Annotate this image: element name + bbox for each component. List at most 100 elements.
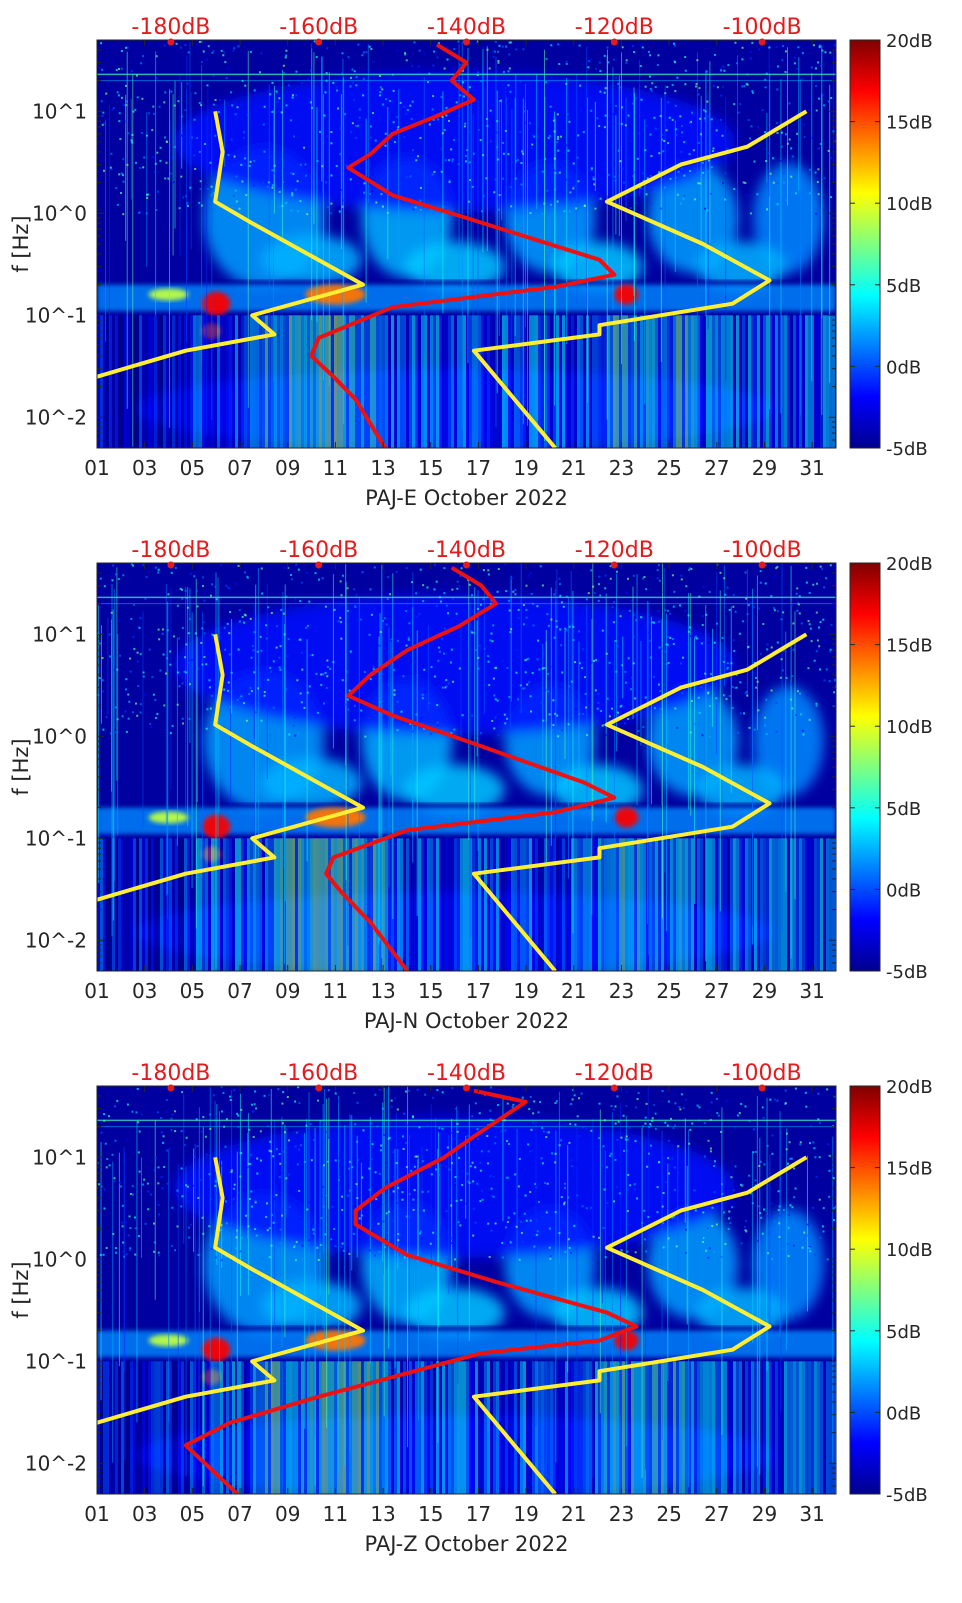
x-tick-label: 25: [656, 979, 681, 1003]
x-tick-label: 21: [561, 1502, 586, 1526]
colorbar-tick-label: 5dB: [886, 1322, 921, 1343]
top-axis-label: -140dB: [427, 15, 506, 40]
x-tick-label: 03: [132, 1502, 157, 1526]
high-noise-model-curve: [471, 632, 808, 971]
y-axis-label: f [Hz]: [9, 1261, 33, 1318]
x-axis-label: PAJ-Z October 2022: [365, 1532, 569, 1556]
top-axis-label: -100dB: [723, 538, 802, 563]
x-tick-label: 05: [180, 979, 205, 1003]
colorbar-tick-label: 10dB: [886, 194, 933, 215]
x-tick-label: 15: [418, 979, 443, 1003]
colorbar-tick-label: 20dB: [886, 31, 933, 52]
x-tick-label: 23: [609, 456, 634, 480]
station-psd-curve: [309, 42, 617, 448]
curve-layer: [97, 42, 808, 448]
curve-layer: [97, 565, 808, 971]
x-tick-label: 27: [704, 1502, 729, 1526]
colorbar: 20dB 15dB 10dB 5dB 0dB -5dB: [849, 1077, 933, 1506]
top-axis-label: -120dB: [575, 538, 654, 563]
colorbar-tick-label: 15dB: [886, 113, 933, 134]
y-axis: 10^1 10^0 10^-1 10^-2 f [Hz]: [9, 562, 836, 972]
x-tick-label: 13: [370, 1502, 395, 1526]
colorbar-tick-label: 0dB: [886, 1403, 921, 1424]
colorbar-tick-label: 0dB: [886, 880, 921, 901]
x-tick-label: 03: [132, 456, 157, 480]
x-tick-label: 11: [323, 1502, 348, 1526]
top-axis-label: -140dB: [427, 538, 506, 563]
spectrogram-panel-paj-z: 01 03 05 07 09 11 13 15 17 19 21 23 25 27 29 31 PAJ-Z Oc…: [9, 1061, 933, 1556]
top-axis-tick: [315, 1084, 323, 1092]
colorbar: 20dB 15dB 10dB 5dB 0dB -5dB: [849, 554, 933, 983]
colorbar-tick-label: 10dB: [886, 1240, 933, 1261]
x-tick-label: 29: [752, 1502, 777, 1526]
x-tick-label: 25: [656, 1502, 681, 1526]
x-tick-label: 23: [609, 979, 634, 1003]
x-tick-label: 13: [370, 456, 395, 480]
x-tick-label: 27: [704, 979, 729, 1003]
top-axis-tick: [758, 38, 766, 46]
colorbar-tick-label: -5dB: [886, 1485, 928, 1506]
x-tick-label: 31: [799, 456, 824, 480]
spectrogram-image: [97, 563, 836, 971]
top-axis-label: -160dB: [279, 1061, 358, 1086]
top-axis-label: -120dB: [575, 1061, 654, 1086]
x-tick-label: 31: [799, 1502, 824, 1526]
curve-layer: [97, 1088, 808, 1494]
y-tick-label: 10^0: [32, 1247, 87, 1271]
station-psd-curve: [183, 1088, 639, 1494]
x-axis: 01 03 05 07 09 11 13 15 17 19 21 23 25 27 29 31 PAJ-Z Oc…: [84, 1086, 825, 1556]
high-noise-model-curve: [471, 1155, 808, 1494]
top-axis-tick: [463, 561, 470, 569]
x-tick-label: 07: [227, 1502, 252, 1526]
x-tick-label: 03: [132, 979, 157, 1003]
y-tick-label: 10^0: [32, 724, 87, 748]
colorbar-tick-label: 5dB: [886, 799, 921, 820]
x-tick-label: 27: [704, 456, 729, 480]
y-tick-label: 10^0: [32, 201, 87, 225]
x-tick-label: 21: [561, 456, 586, 480]
top-axis-tick: [610, 1084, 618, 1092]
low-noise-model-curve: [97, 633, 365, 902]
top-axis-tick: [758, 561, 766, 569]
y-axis: 10^1 10^0 10^-1 10^-2 f [Hz]: [9, 39, 836, 449]
top-axis-tick: [167, 561, 175, 569]
x-tick-label: 01: [84, 1502, 109, 1526]
y-axis-label: f [Hz]: [9, 738, 33, 795]
y-tick-label: 10^-1: [25, 303, 87, 327]
spectrogram-panel-paj-e: 01 03 05 07 09 11 13 15 17 19 21 23 25 27 29 31 PAJ-E Oc…: [9, 15, 933, 510]
x-tick-label: 11: [323, 979, 348, 1003]
x-tick-label: 31: [799, 979, 824, 1003]
top-db-axis: -180dB -160dB -140dB -120dB -100dB: [131, 538, 802, 569]
x-tick-label: 01: [84, 456, 109, 480]
x-axis-label: PAJ-N October 2022: [364, 1009, 569, 1033]
y-tick-label: 10^1: [32, 1145, 87, 1169]
x-axis: 01 03 05 07 09 11 13 15 17 19 21 23 25 27 29 31 PAJ-E Oc…: [84, 40, 825, 510]
x-tick-label: 09: [275, 979, 300, 1003]
x-tick-label: 13: [370, 979, 395, 1003]
top-axis-label: -140dB: [427, 1061, 506, 1086]
station-psd-curve: [324, 565, 617, 971]
x-tick-label: 15: [418, 1502, 443, 1526]
top-axis-tick: [758, 1084, 766, 1092]
y-axis: 10^1 10^0 10^-1 10^-2 f [Hz]: [9, 1085, 836, 1495]
x-tick-label: 23: [609, 1502, 634, 1526]
x-tick-label: 21: [561, 979, 586, 1003]
x-tick-label: 17: [466, 1502, 491, 1526]
x-tick-label: 29: [752, 979, 777, 1003]
y-tick-label: 10^-2: [25, 928, 87, 952]
y-tick-label: 10^1: [32, 622, 87, 646]
top-axis-label: -160dB: [279, 15, 358, 40]
x-tick-label: 05: [180, 1502, 205, 1526]
x-tick-label: 17: [466, 456, 491, 480]
top-axis-label: -100dB: [723, 1061, 802, 1086]
top-axis-tick: [167, 1084, 175, 1092]
top-db-axis: -180dB -160dB -140dB -120dB -100dB: [131, 15, 802, 46]
high-noise-model-curve: [471, 109, 808, 448]
x-axis-label: PAJ-E October 2022: [365, 486, 568, 510]
y-tick-label: 10^-2: [25, 405, 87, 429]
x-tick-label: 15: [418, 456, 443, 480]
x-tick-label: 07: [227, 979, 252, 1003]
top-axis-tick: [610, 38, 618, 46]
y-tick-label: 10^-2: [25, 1451, 87, 1475]
